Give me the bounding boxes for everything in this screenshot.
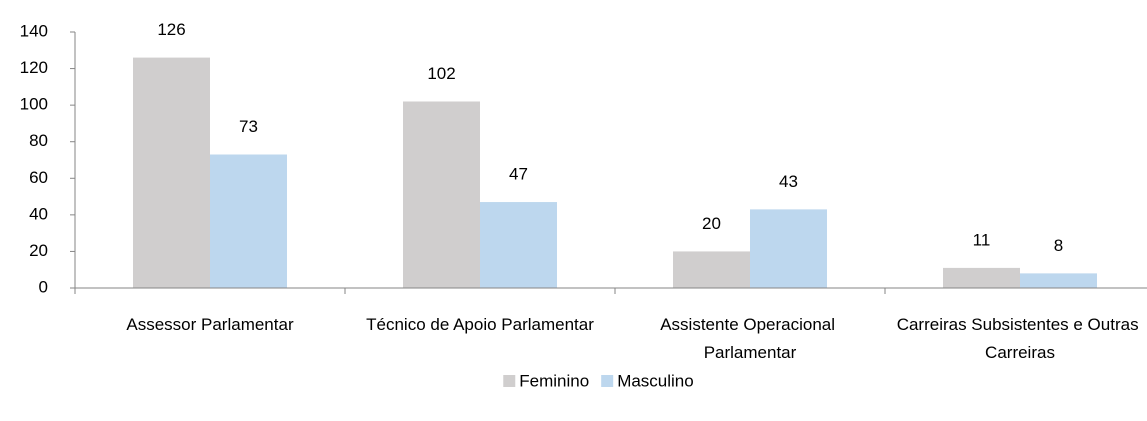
bar xyxy=(750,209,827,288)
y-tick-label: 100 xyxy=(20,95,48,114)
bar xyxy=(480,202,557,288)
data-label: 102 xyxy=(427,64,455,83)
bar xyxy=(210,154,287,288)
bar xyxy=(403,101,480,288)
x-tick-label: Assessor Parlamentar xyxy=(126,315,294,334)
data-label: 126 xyxy=(157,20,185,39)
y-tick-label: 60 xyxy=(29,168,48,187)
y-tick-label: 40 xyxy=(29,204,48,223)
legend-swatch xyxy=(601,375,614,387)
y-tick-label: 20 xyxy=(29,241,48,260)
legend-swatch xyxy=(503,375,516,387)
y-tick-label: 140 xyxy=(20,21,48,40)
data-label: 47 xyxy=(509,165,528,184)
legend-label: Feminino xyxy=(519,371,589,390)
x-tick-label: Carreiras Subsistentes e Outras Carreira… xyxy=(897,315,1144,362)
bar xyxy=(673,251,750,288)
y-tick-label: 120 xyxy=(20,58,48,77)
x-tick-label: Assistente Operacional Parlamentar xyxy=(660,315,840,362)
x-tick-label: Técnico de Apoio Parlamentar xyxy=(366,315,594,334)
y-tick-label: 0 xyxy=(39,277,48,296)
legend: Feminino Masculino xyxy=(503,371,694,390)
data-label: 11 xyxy=(973,230,991,249)
legend-label: Masculino xyxy=(617,371,694,390)
data-label: 43 xyxy=(779,172,798,191)
data-label: 8 xyxy=(1054,236,1063,255)
data-label: 20 xyxy=(702,214,721,233)
bar xyxy=(943,267,1020,288)
data-label: 73 xyxy=(239,117,258,136)
bar xyxy=(1020,273,1097,288)
y-tick-label: 80 xyxy=(29,131,48,150)
bar xyxy=(133,57,210,288)
